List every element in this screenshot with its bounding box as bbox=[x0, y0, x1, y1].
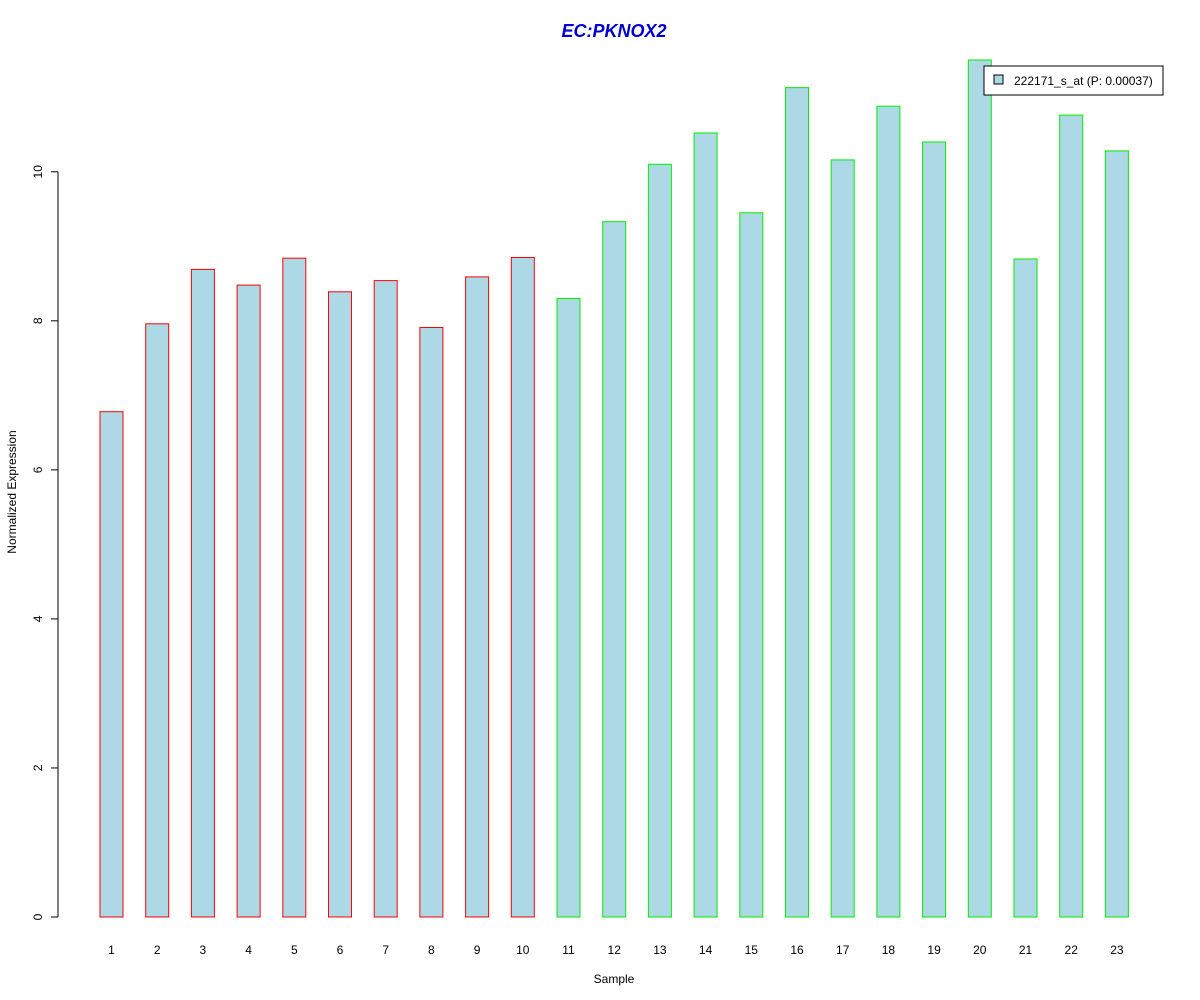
bar-sample-3 bbox=[190, 268, 215, 918]
x-tick-label-11: 11 bbox=[562, 943, 575, 957]
y-tick-label-2: 2 bbox=[31, 764, 45, 771]
x-tick-label-9: 9 bbox=[474, 943, 481, 957]
bar-sample-6 bbox=[328, 291, 352, 918]
x-tick-label-19: 19 bbox=[927, 943, 941, 957]
bar-sample-19 bbox=[922, 141, 947, 918]
legend-label: 222171_s_at (P: 0.00037) bbox=[1014, 74, 1153, 88]
bar-sample-11 bbox=[556, 298, 581, 918]
y-axis-title: Normalized Expression bbox=[5, 430, 19, 553]
y-tick-label-0: 0 bbox=[31, 913, 45, 920]
x-tick-label-2: 2 bbox=[154, 943, 161, 957]
bar-sample-7 bbox=[373, 280, 398, 918]
x-tick-label-6: 6 bbox=[337, 943, 344, 957]
x-tick-label-18: 18 bbox=[882, 943, 896, 957]
bar-sample-22 bbox=[1059, 114, 1084, 918]
y-tick-label-4: 4 bbox=[31, 615, 45, 622]
bar-sample-12 bbox=[602, 221, 627, 918]
x-tick-label-21: 21 bbox=[1019, 943, 1033, 957]
x-tick-label-4: 4 bbox=[245, 943, 252, 957]
legend-box bbox=[983, 65, 1164, 96]
bar-sample-18 bbox=[876, 105, 901, 918]
x-tick-label-17: 17 bbox=[836, 943, 850, 957]
x-tick-label-10: 10 bbox=[516, 943, 530, 957]
y-tick-label-10: 10 bbox=[31, 165, 45, 179]
bar-sample-9 bbox=[465, 276, 490, 918]
x-tick-label-22: 22 bbox=[1065, 943, 1079, 957]
chart-title: EC:PKNOX2 bbox=[561, 21, 666, 41]
x-tick-label-13: 13 bbox=[653, 943, 667, 957]
bar-sample-10 bbox=[510, 257, 535, 918]
x-axis-title: Sample bbox=[594, 972, 635, 986]
bar-sample-21 bbox=[1013, 258, 1038, 918]
bar-sample-4 bbox=[236, 284, 261, 918]
y-tick-label-6: 6 bbox=[31, 466, 45, 473]
legend: 222171_s_at (P: 0.00037) bbox=[983, 65, 1164, 96]
x-tick-label-23: 23 bbox=[1110, 943, 1124, 957]
bar-sample-2 bbox=[145, 323, 170, 918]
x-axis-labels: 1 2 3 4 5 6 7 8 9 10 11 12 13 14 15 16 17 18 19 20 21 22 23 bbox=[108, 943, 1124, 957]
bar-sample-1 bbox=[99, 411, 124, 918]
bar-sample-15 bbox=[739, 212, 764, 918]
x-tick-label-3: 3 bbox=[200, 943, 207, 957]
x-tick-label-5: 5 bbox=[291, 943, 298, 957]
bar-sample-20 bbox=[967, 59, 992, 918]
x-tick-label-14: 14 bbox=[699, 943, 713, 957]
y-axis: 0 2 4 6 8 10 bbox=[31, 165, 59, 920]
bar-sample-5 bbox=[282, 257, 307, 918]
y-tick-label-8: 8 bbox=[31, 317, 45, 324]
bar-sample-14 bbox=[693, 132, 718, 918]
bar-sample-13 bbox=[647, 163, 672, 918]
x-tick-label-12: 12 bbox=[608, 943, 622, 957]
x-tick-label-16: 16 bbox=[790, 943, 804, 957]
legend-swatch bbox=[993, 74, 1004, 85]
bars bbox=[99, 59, 1129, 918]
bar-sample-8 bbox=[419, 327, 444, 918]
x-tick-label-8: 8 bbox=[428, 943, 435, 957]
x-tick-label-15: 15 bbox=[745, 943, 759, 957]
bar-sample-17 bbox=[830, 159, 855, 918]
x-tick-label-20: 20 bbox=[973, 943, 987, 957]
x-tick-label-1: 1 bbox=[108, 943, 115, 957]
bar-sample-23 bbox=[1104, 150, 1129, 918]
x-tick-label-7: 7 bbox=[382, 943, 389, 957]
bar-sample-16 bbox=[785, 87, 809, 918]
